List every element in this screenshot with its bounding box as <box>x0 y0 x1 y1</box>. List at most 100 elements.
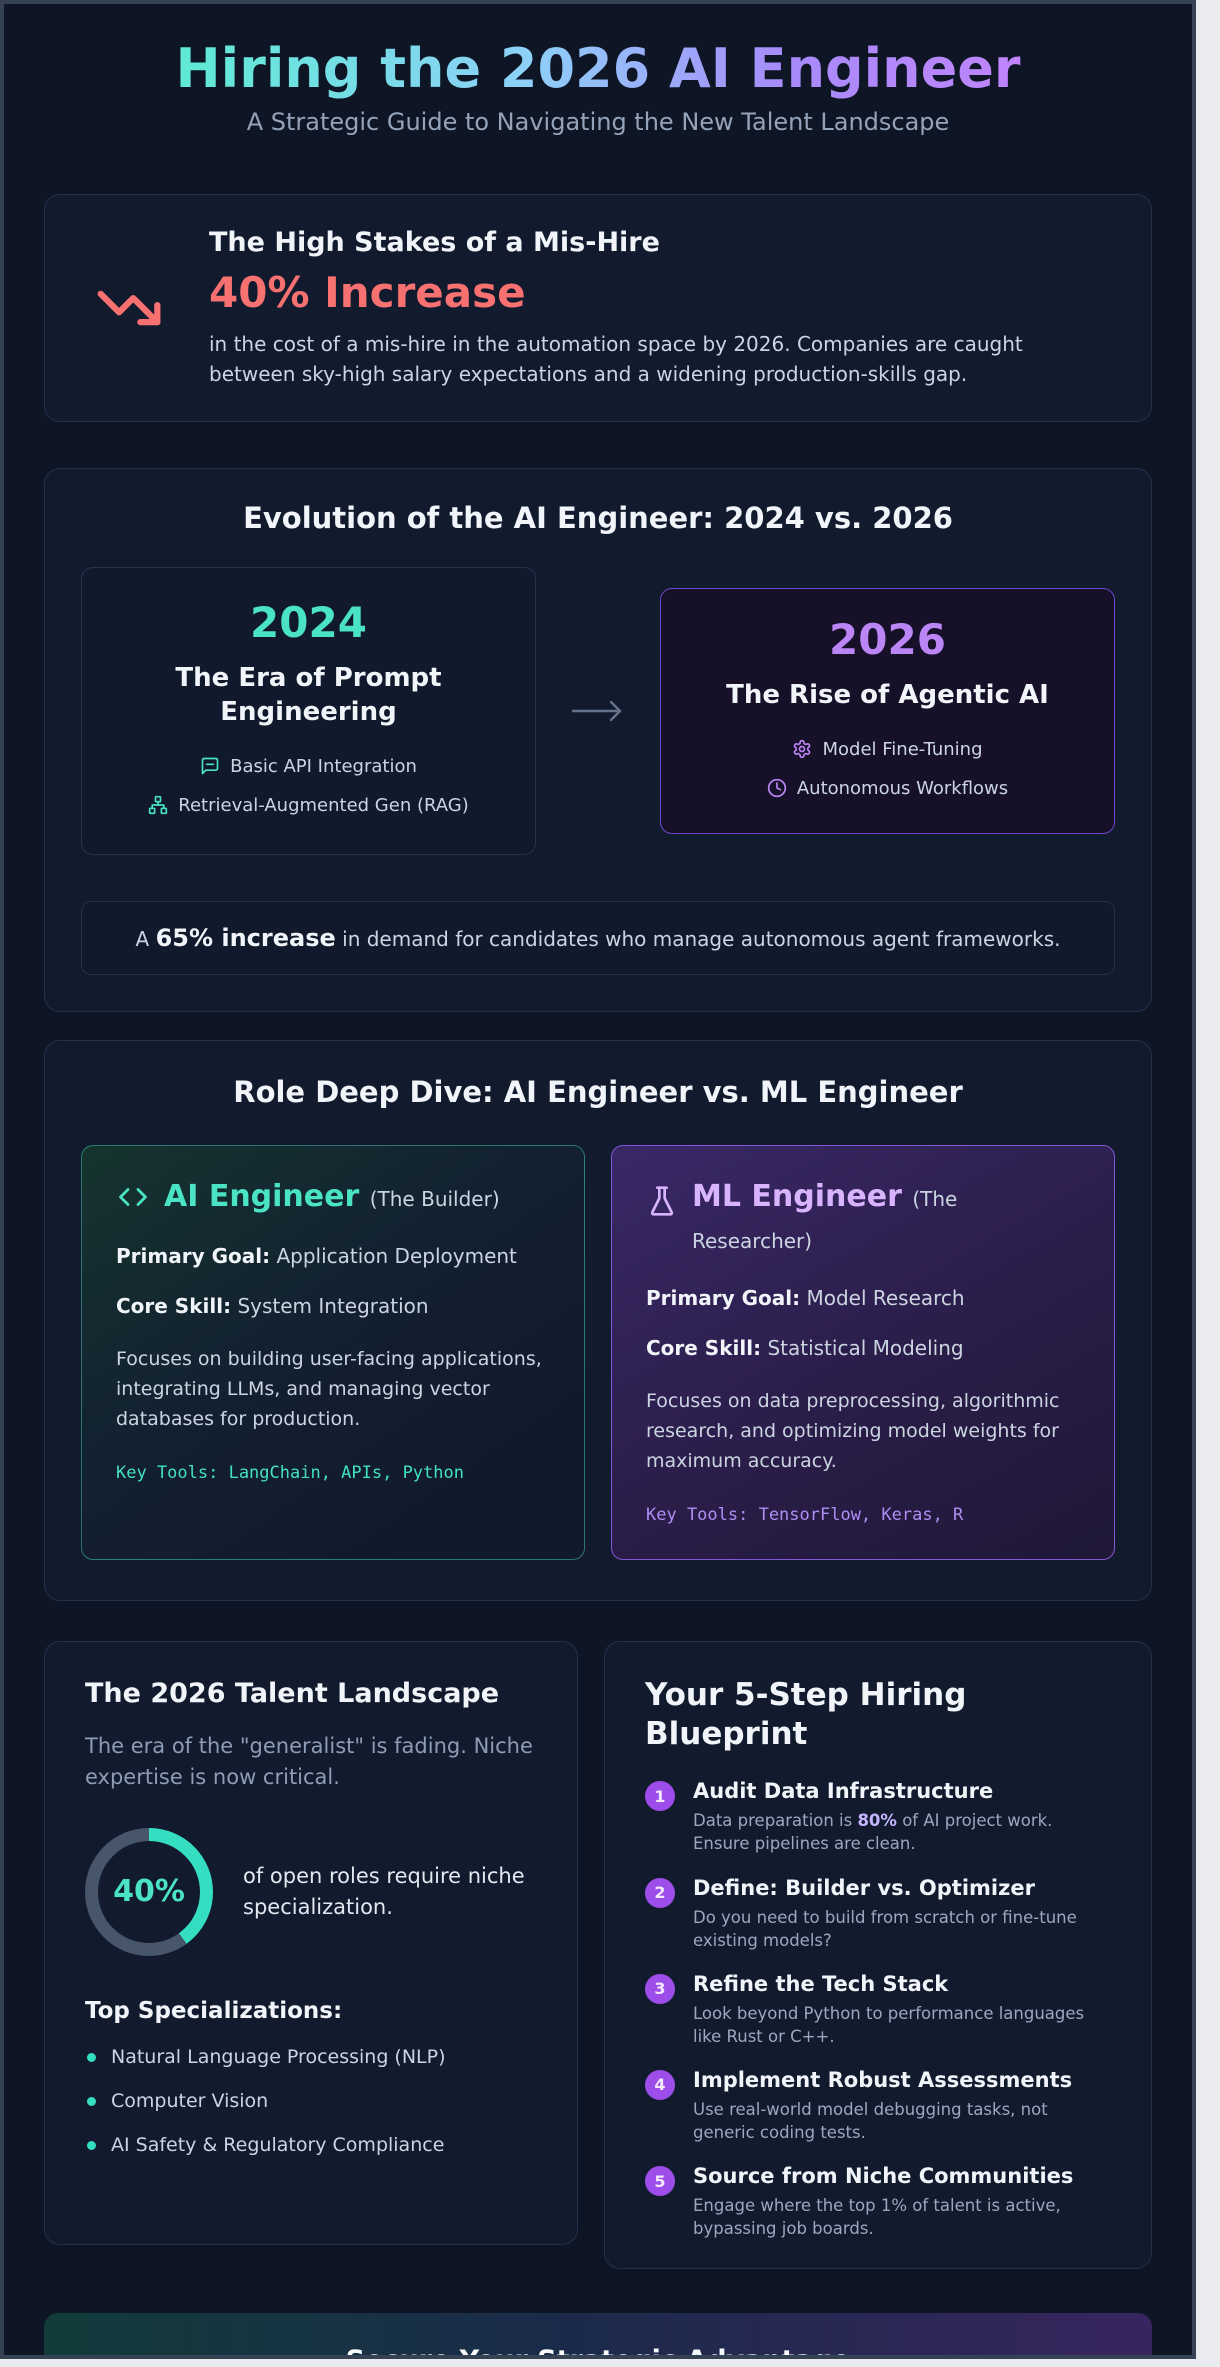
step-content: Source from Niche Communities Engage whe… <box>693 2164 1111 2240</box>
primary-goal-value: Application Deployment <box>276 1243 517 1268</box>
role-subtitle: (The Researcher) <box>692 1186 958 1253</box>
step-number-badge: 5 <box>645 2166 675 2197</box>
ai-engineer-header: AI Engineer (The Builder) <box>116 1176 550 1218</box>
step-title: Define: Builder vs. Optimizer <box>693 1875 1035 1900</box>
step-item: 2 Define: Builder vs. Optimizer Do you n… <box>645 1876 1111 1952</box>
year-2026-title: The Rise of Agentic AI <box>726 679 1049 710</box>
step-description: Data preparation is 80% of AI project wo… <box>693 1809 1111 1855</box>
role-description: Focuses on data preprocessing, algorithm… <box>646 1389 1060 1473</box>
donut-row: 40% of open roles require niche speciali… <box>85 1827 537 1956</box>
specializations-list: Natural Language Processing (NLP) Comput… <box>85 2046 537 2156</box>
list-item-label: Model Fine-Tuning <box>822 738 983 760</box>
step-description: Look beyond Python to performance langua… <box>693 2002 1111 2048</box>
list-item-label: Retrieval-Augmented Gen (RAG) <box>178 794 469 816</box>
mis-hire-body: in the cost of a mis-hire in the automat… <box>209 332 1023 387</box>
ml-engineer-card: ML Engineer (The Researcher) Primary Goa… <box>611 1144 1115 1560</box>
core-skill-value: System Integration <box>237 1293 429 1318</box>
primary-goal-label: Primary Goal: <box>646 1285 801 1310</box>
core-skill-label: Core Skill: <box>646 1335 762 1360</box>
page-title: Hiring the 2026 AI Engineer <box>175 37 1021 100</box>
step-desc-text: Engage where the top 1% of talent is act… <box>693 2196 1061 2239</box>
trending-down-icon <box>89 274 169 342</box>
list-item: AI Safety & Regulatory Compliance <box>85 2134 537 2156</box>
network-icon <box>148 795 168 815</box>
step-item: 3 Refine the Tech Stack Look beyond Pyth… <box>645 1972 1111 2048</box>
cta-heading: Secure Your Strategic Advantage <box>104 2345 1092 2355</box>
step-content: Implement Robust Assessments Use real-wo… <box>693 2068 1111 2144</box>
key-tools: Key Tools: TensorFlow, Keras, R <box>646 1504 964 1525</box>
year-2024: 2024 <box>250 598 367 648</box>
step-number-badge: 4 <box>645 2069 675 2100</box>
code-icon <box>116 1182 150 1212</box>
donut-chart: 40% <box>85 1827 213 1956</box>
step-number-badge: 2 <box>645 1877 675 1908</box>
gear-icon <box>792 739 812 759</box>
ai-engineer-card: AI Engineer (The Builder) Primary Goal: … <box>81 1144 585 1560</box>
ml-engineer-header: ML Engineer (The Researcher) <box>646 1176 1080 1260</box>
donut-caption: of open roles require niche specializati… <box>243 1864 525 1919</box>
step-content: Audit Data Infrastructure Data preparati… <box>693 1779 1111 1855</box>
cta-banner: Secure Your Strategic Advantage Leverage… <box>44 2313 1152 2355</box>
message-square-icon <box>200 756 220 776</box>
step-desc-highlight: 80% <box>857 1811 897 1831</box>
step-description: Do you need to build from scratch or fin… <box>693 1906 1111 1952</box>
roles-heading: Role Deep Dive: AI Engineer vs. ML Engin… <box>233 1074 963 1109</box>
roles-section: Role Deep Dive: AI Engineer vs. ML Engin… <box>44 1039 1152 1601</box>
list-item: Natural Language Processing (NLP) <box>85 2046 537 2068</box>
list-item: Retrieval-Augmented Gen (RAG) <box>148 794 469 816</box>
evolution-section: Evolution of the AI Engineer: 2024 vs. 2… <box>44 468 1152 1012</box>
role-title: ML Engineer <box>692 1178 902 1214</box>
mis-hire-card: The High Stakes of a Mis-Hire 40% Increa… <box>44 194 1152 423</box>
hiring-blueprint-card: Your 5-Step Hiring Blueprint 1 Audit Dat… <box>604 1640 1152 2270</box>
step-description: Use real-world model debugging tasks, no… <box>693 2098 1111 2144</box>
mis-hire-heading: The High Stakes of a Mis-Hire <box>209 227 660 259</box>
talent-intro: The era of the "generalist" is fading. N… <box>85 1733 533 1790</box>
step-content: Define: Builder vs. Optimizer Do you nee… <box>693 1876 1111 1952</box>
donut-value: 40% <box>113 1874 185 1910</box>
specializations-heading: Top Specializations: <box>85 1997 343 2024</box>
primary-goal-value: Model Research <box>806 1285 965 1310</box>
year-2024-items: Basic API Integration <box>104 756 513 816</box>
core-skill-line: Core Skill: Statistical Modeling <box>646 1336 1080 1360</box>
banner-suffix: in demand for candidates who manage auto… <box>335 926 1061 951</box>
step-desc-text: Look beyond Python to performance langua… <box>693 2003 1085 2046</box>
right-arrow-icon <box>570 698 626 724</box>
step-number-badge: 3 <box>645 1973 675 2004</box>
evolution-2026-card: 2026 The Rise of Agentic AI Model Fine-T… <box>660 587 1115 834</box>
roles-row: AI Engineer (The Builder) Primary Goal: … <box>81 1144 1115 1560</box>
evolution-2024-card: 2024 The Era of Prompt Engineering Basic… <box>81 567 536 855</box>
step-description: Engage where the top 1% of talent is act… <box>693 2194 1111 2240</box>
role-description: Focuses on building user-facing applicat… <box>116 1347 542 1431</box>
year-2026: 2026 <box>829 614 946 664</box>
primary-goal-line: Primary Goal: Application Deployment <box>116 1244 550 1268</box>
key-tools: Key Tools: LangChain, APIs, Python <box>116 1462 464 1483</box>
talent-heading: The 2026 Talent Landscape <box>85 1677 500 1709</box>
core-skill-label: Core Skill: <box>116 1293 232 1318</box>
step-item: 1 Audit Data Infrastructure Data prepara… <box>645 1779 1111 1855</box>
primary-goal-label: Primary Goal: <box>116 1243 271 1268</box>
step-content: Refine the Tech Stack Look beyond Python… <box>693 1972 1111 2048</box>
role-title: AI Engineer <box>164 1178 360 1214</box>
step-desc-text: of AI project work. Ensure pipelines are… <box>693 1811 1053 1854</box>
steps-list: 1 Audit Data Infrastructure Data prepara… <box>645 1779 1111 2240</box>
banner-prefix: A <box>135 926 156 951</box>
infographic-page: Hiring the 2026 AI Engineer A Strategic … <box>0 0 1196 2359</box>
step-title: Refine the Tech Stack <box>693 1971 949 1996</box>
step-item: 5 Source from Niche Communities Engage w… <box>645 2164 1111 2240</box>
blueprint-heading: Your 5-Step Hiring Blueprint <box>645 1676 967 1752</box>
core-skill-value: Statistical Modeling <box>767 1335 964 1360</box>
step-number-badge: 1 <box>645 1781 675 1812</box>
page-subtitle: A Strategic Guide to Navigating the New … <box>246 108 950 137</box>
core-skill-line: Core Skill: System Integration <box>116 1294 550 1318</box>
list-item: Computer Vision <box>85 2090 537 2112</box>
step-item: 4 Implement Robust Assessments Use real-… <box>645 2068 1111 2144</box>
step-title: Audit Data Infrastructure <box>693 1779 994 1804</box>
step-desc-text: Do you need to build from scratch or fin… <box>693 1907 1077 1950</box>
step-desc-text: Data preparation is <box>693 1811 858 1831</box>
year-2024-title: The Era of Prompt Engineering <box>175 663 442 727</box>
year-2026-items: Model Fine-Tuning Autonomous Workflows <box>683 739 1092 799</box>
mis-hire-content: The High Stakes of a Mis-Hire 40% Increa… <box>209 227 1107 389</box>
flask-icon <box>646 1184 678 1218</box>
step-title: Source from Niche Communities <box>693 2164 1074 2189</box>
mis-hire-stat: 40% Increase <box>209 268 526 318</box>
